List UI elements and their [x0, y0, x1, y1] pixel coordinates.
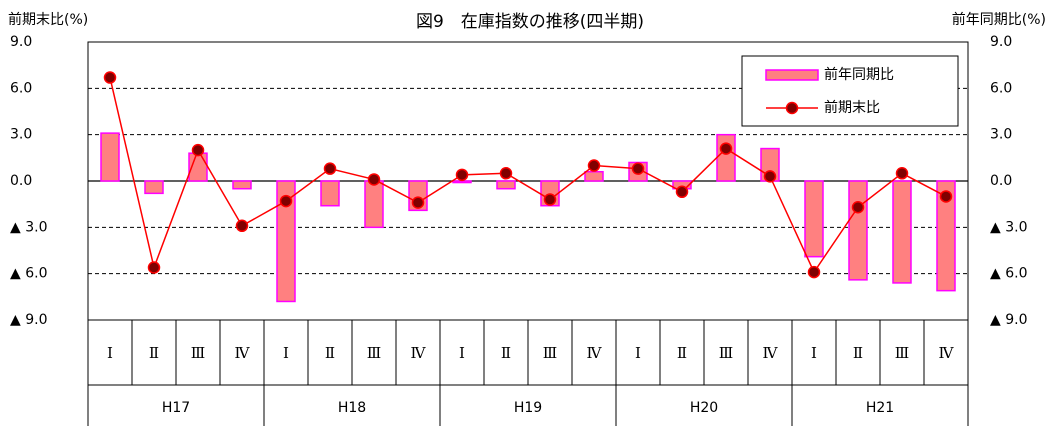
x-tick-label: Ⅲ — [895, 344, 909, 362]
line-marker — [411, 196, 425, 209]
line-marker — [543, 193, 557, 206]
bar — [936, 180, 956, 292]
group-label: H18 — [338, 400, 366, 416]
x-tick-label: Ⅱ — [853, 344, 863, 362]
line-marker — [851, 201, 865, 214]
x-tick-label: Ⅳ — [411, 344, 427, 362]
y2-tick-label: 6.0 — [990, 80, 1012, 96]
x-tick-label: Ⅰ — [459, 344, 465, 362]
y-tick-label: 0.0 — [10, 173, 32, 189]
line-marker — [895, 167, 909, 180]
bar — [320, 180, 340, 207]
x-tick-label: Ⅳ — [939, 344, 955, 362]
bar — [892, 180, 912, 284]
line-marker — [675, 185, 689, 199]
bar — [496, 180, 516, 190]
line-marker — [719, 142, 733, 155]
y-axis-title: 前期末比(%) — [8, 11, 88, 28]
bar — [848, 180, 868, 281]
x-tick-label: Ⅱ — [501, 344, 511, 362]
legend-label: 前期末比 — [824, 99, 880, 116]
bar — [452, 180, 472, 184]
y-tick-label: ▲ 6.0 — [10, 266, 47, 282]
line-marker — [235, 219, 249, 233]
bar — [276, 180, 296, 303]
x-tick-label: Ⅰ — [811, 344, 817, 362]
y2-tick-label: 3.0 — [990, 127, 1012, 143]
line-marker — [631, 162, 645, 175]
line-marker — [147, 261, 161, 274]
x-tick-label: Ⅳ — [763, 344, 779, 362]
y2-tick-label: ▲ 3.0 — [990, 219, 1027, 235]
group-label: H17 — [162, 400, 190, 416]
legend-swatch — [765, 69, 819, 81]
x-tick-label: Ⅰ — [635, 344, 641, 362]
bar — [716, 133, 736, 182]
bar — [804, 180, 824, 258]
bar — [144, 180, 164, 195]
x-tick-label: Ⅲ — [719, 344, 733, 362]
bar — [100, 132, 120, 182]
group-label: H20 — [690, 400, 718, 416]
x-tick-label: Ⅰ — [283, 344, 289, 362]
line-marker — [763, 170, 777, 183]
line-marker — [587, 159, 601, 172]
y-tick-label: ▲ 9.0 — [10, 312, 47, 328]
line-marker — [499, 167, 513, 180]
group-label: H21 — [866, 400, 894, 416]
x-tick-label: Ⅳ — [587, 344, 603, 362]
x-tick-label: Ⅰ — [107, 344, 113, 362]
line-marker — [191, 143, 205, 157]
x-tick-label: Ⅳ — [235, 344, 251, 362]
line-marker — [367, 173, 381, 186]
x-tick-label: Ⅲ — [543, 344, 557, 362]
y2-tick-label: ▲ 9.0 — [990, 312, 1027, 328]
line-marker — [807, 265, 821, 279]
y-tick-label: 3.0 — [10, 127, 32, 143]
line — [109, 77, 947, 274]
line-marker — [103, 71, 117, 84]
y2-axis-title: 前年同期比(%) — [952, 11, 1046, 28]
y2-tick-label: 0.0 — [990, 173, 1012, 189]
bar — [584, 170, 604, 182]
chart-title: 図9 在庫指数の推移(四半期) — [416, 12, 644, 32]
line-marker — [455, 168, 469, 182]
x-tick-label: Ⅲ — [191, 344, 205, 362]
legend-label: 前年同期比 — [824, 66, 894, 83]
y-tick-label: 6.0 — [10, 80, 32, 96]
x-tick-label: Ⅲ — [367, 344, 381, 362]
legend-marker — [785, 101, 799, 115]
y-tick-label: 9.0 — [10, 34, 32, 50]
x-tick-label: Ⅱ — [149, 344, 159, 362]
bar — [232, 180, 252, 190]
legend-box — [741, 55, 959, 127]
y2-tick-label: ▲ 6.0 — [990, 266, 1027, 282]
y2-tick-label: 9.0 — [990, 34, 1012, 50]
y-tick-label: ▲ 3.0 — [10, 219, 47, 235]
x-tick-label: Ⅱ — [325, 344, 335, 362]
x-tick-label: Ⅱ — [677, 344, 687, 362]
line-marker — [323, 162, 337, 175]
line-marker — [279, 194, 293, 208]
bar — [364, 180, 384, 229]
line-marker — [939, 190, 953, 203]
group-label: H19 — [514, 400, 542, 416]
